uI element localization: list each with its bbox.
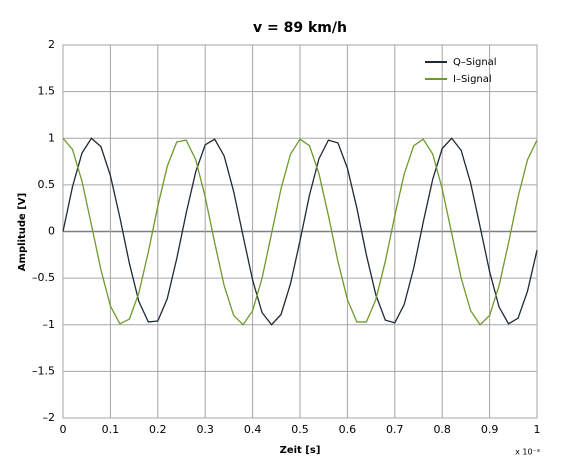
- x-tick-label: 0.8: [433, 423, 451, 436]
- x-axis-label: Zeit [s]: [280, 445, 321, 456]
- y-tick-label: –1: [43, 318, 56, 331]
- y-axis-label: Amplitude [V]: [17, 193, 28, 271]
- y-tick-label: 1: [48, 131, 55, 144]
- chart-title: v = 89 km/h: [253, 20, 347, 36]
- x-tick-label: 1: [534, 423, 541, 436]
- x-tick-label: 0.9: [481, 423, 499, 436]
- x-tick-label: 0.3: [196, 423, 214, 436]
- x-tick-label: 0.5: [291, 423, 309, 436]
- data-line: [62, 137, 538, 326]
- legend-label: I–Signal: [453, 74, 492, 85]
- y-tick-label: –2: [43, 411, 56, 424]
- x-tick-label: 0: [60, 423, 67, 436]
- x-tick-label: 0.7: [386, 423, 404, 436]
- y-tick-label: 1.5: [38, 85, 56, 98]
- y-tick-label: 2: [48, 38, 55, 51]
- y-tick-label: 0.5: [38, 178, 56, 191]
- x-tick-label: 0.6: [339, 423, 357, 436]
- x-axis-annotation: x 10⁻³: [515, 448, 540, 457]
- x-tick-label: 0.4: [244, 423, 262, 436]
- legend-label: Q–Signal: [453, 57, 497, 68]
- y-tick-label: –1.5: [32, 364, 55, 377]
- data-line: [62, 137, 538, 326]
- y-tick-label: 0: [48, 225, 55, 238]
- x-tick-label: 0.2: [149, 423, 167, 436]
- y-tick-label: –0.5: [32, 271, 55, 284]
- x-tick-label: 0.1: [102, 423, 120, 436]
